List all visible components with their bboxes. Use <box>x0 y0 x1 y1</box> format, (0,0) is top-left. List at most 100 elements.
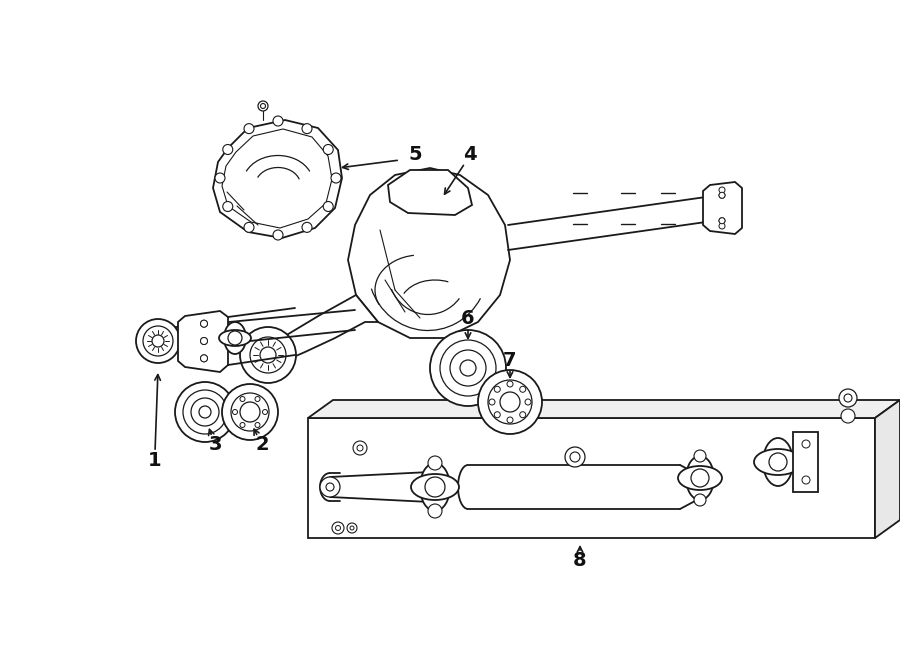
Circle shape <box>430 330 506 406</box>
Circle shape <box>175 382 235 442</box>
Text: 3: 3 <box>208 436 221 455</box>
Polygon shape <box>213 120 342 238</box>
Polygon shape <box>793 432 818 492</box>
Circle shape <box>694 494 706 506</box>
Circle shape <box>201 355 208 362</box>
Circle shape <box>302 222 312 233</box>
Circle shape <box>347 523 357 533</box>
Circle shape <box>440 340 496 396</box>
Ellipse shape <box>754 449 802 475</box>
Ellipse shape <box>420 463 450 511</box>
Circle shape <box>494 412 500 418</box>
Polygon shape <box>270 295 378 362</box>
Circle shape <box>357 445 363 451</box>
Polygon shape <box>703 182 742 234</box>
Circle shape <box>228 331 242 345</box>
Text: 4: 4 <box>464 145 477 165</box>
Circle shape <box>570 452 580 462</box>
Circle shape <box>143 326 173 356</box>
Ellipse shape <box>686 456 714 500</box>
Text: 2: 2 <box>256 436 269 455</box>
Circle shape <box>507 381 513 387</box>
Circle shape <box>215 173 225 183</box>
Circle shape <box>255 397 260 401</box>
Circle shape <box>273 116 283 126</box>
Circle shape <box>320 477 340 497</box>
Circle shape <box>232 410 238 414</box>
Text: 5: 5 <box>409 145 422 165</box>
Circle shape <box>136 319 180 363</box>
Circle shape <box>488 380 532 424</box>
Ellipse shape <box>763 438 793 486</box>
Circle shape <box>231 393 269 431</box>
Circle shape <box>201 320 208 327</box>
Circle shape <box>201 355 208 362</box>
Circle shape <box>255 422 260 428</box>
Circle shape <box>844 394 852 402</box>
Circle shape <box>719 192 725 198</box>
Circle shape <box>428 456 442 470</box>
Circle shape <box>223 202 233 212</box>
Polygon shape <box>308 400 900 418</box>
Circle shape <box>260 347 276 363</box>
Circle shape <box>489 399 495 405</box>
Circle shape <box>519 386 526 392</box>
Circle shape <box>428 504 442 518</box>
Text: 7: 7 <box>503 350 517 369</box>
Ellipse shape <box>678 466 722 490</box>
Circle shape <box>201 320 208 327</box>
Circle shape <box>201 338 208 344</box>
Circle shape <box>199 406 211 418</box>
Circle shape <box>525 399 531 405</box>
Circle shape <box>565 447 585 467</box>
Circle shape <box>331 173 341 183</box>
Circle shape <box>191 398 219 426</box>
Polygon shape <box>875 400 900 538</box>
Circle shape <box>719 187 725 193</box>
Circle shape <box>425 477 445 497</box>
Circle shape <box>302 124 312 134</box>
Polygon shape <box>308 418 875 538</box>
Circle shape <box>240 397 245 401</box>
Circle shape <box>460 360 476 376</box>
Circle shape <box>258 101 268 111</box>
Text: 6: 6 <box>461 309 475 327</box>
Circle shape <box>494 386 500 392</box>
Circle shape <box>719 217 725 223</box>
Circle shape <box>336 525 340 531</box>
Circle shape <box>244 222 254 233</box>
Circle shape <box>263 410 267 414</box>
Ellipse shape <box>219 330 251 346</box>
Circle shape <box>841 409 855 423</box>
Circle shape <box>250 337 286 373</box>
Polygon shape <box>348 168 510 338</box>
Circle shape <box>240 422 245 428</box>
Circle shape <box>478 370 542 434</box>
Ellipse shape <box>224 322 246 354</box>
Circle shape <box>260 104 265 108</box>
Circle shape <box>719 223 725 229</box>
Circle shape <box>332 522 344 534</box>
Circle shape <box>694 450 706 462</box>
Circle shape <box>323 145 333 155</box>
Circle shape <box>222 384 278 440</box>
Circle shape <box>240 327 296 383</box>
Circle shape <box>183 390 227 434</box>
Circle shape <box>802 476 810 484</box>
Circle shape <box>719 192 725 198</box>
Polygon shape <box>178 311 228 372</box>
Circle shape <box>802 440 810 448</box>
Polygon shape <box>388 170 472 215</box>
Circle shape <box>691 469 709 487</box>
Circle shape <box>839 389 857 407</box>
Circle shape <box>507 417 513 423</box>
Circle shape <box>769 453 787 471</box>
Circle shape <box>240 402 260 422</box>
Text: 1: 1 <box>148 451 162 469</box>
Circle shape <box>201 338 208 344</box>
Circle shape <box>152 335 164 347</box>
Circle shape <box>719 217 725 223</box>
Circle shape <box>500 392 520 412</box>
Circle shape <box>353 441 367 455</box>
Circle shape <box>244 124 254 134</box>
